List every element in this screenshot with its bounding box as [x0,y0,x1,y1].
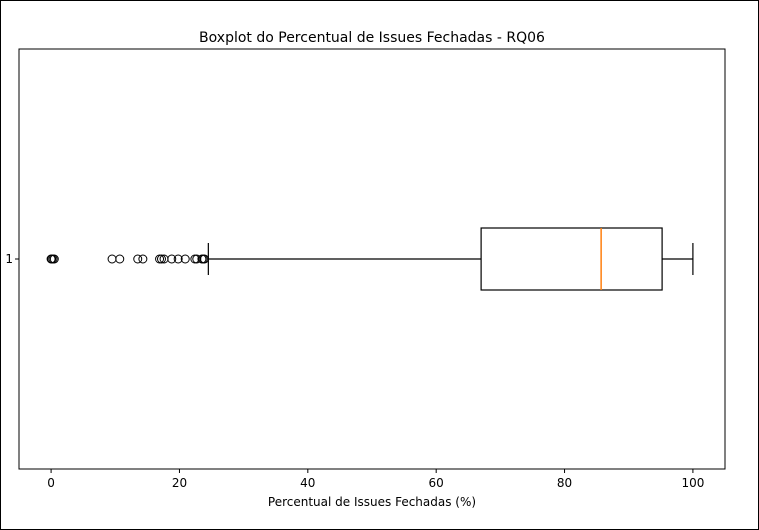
box-iqr [480,227,663,291]
outlier-point-18 [199,254,209,264]
outlier-point-11 [167,254,177,264]
y-tick-label-1: 1 [5,252,13,266]
x-tick-label-100: 100 [681,476,704,490]
plot-area: 0 20 40 60 80 100 1 [5,48,726,490]
outlier-point-3 [49,254,59,264]
chart-title: Boxplot do Percentual de Issues Fechadas… [199,30,545,46]
x-tick-label-20: 20 [172,476,187,490]
x-tick-label-0: 0 [47,476,55,490]
outlier-point-12 [173,254,183,264]
x-tick-label-40: 40 [300,476,315,490]
outlier-point-9 [156,254,166,264]
x-axis-label: Percentual de Issues Fechadas (%) [268,495,476,509]
outlier-point-6 [133,254,143,264]
x-tick-label-80: 80 [557,476,572,490]
outlier-point-7 [138,254,148,264]
outlier-point-13 [180,254,190,264]
x-tick-label-60: 60 [429,476,444,490]
outlier-point-5 [115,254,125,264]
